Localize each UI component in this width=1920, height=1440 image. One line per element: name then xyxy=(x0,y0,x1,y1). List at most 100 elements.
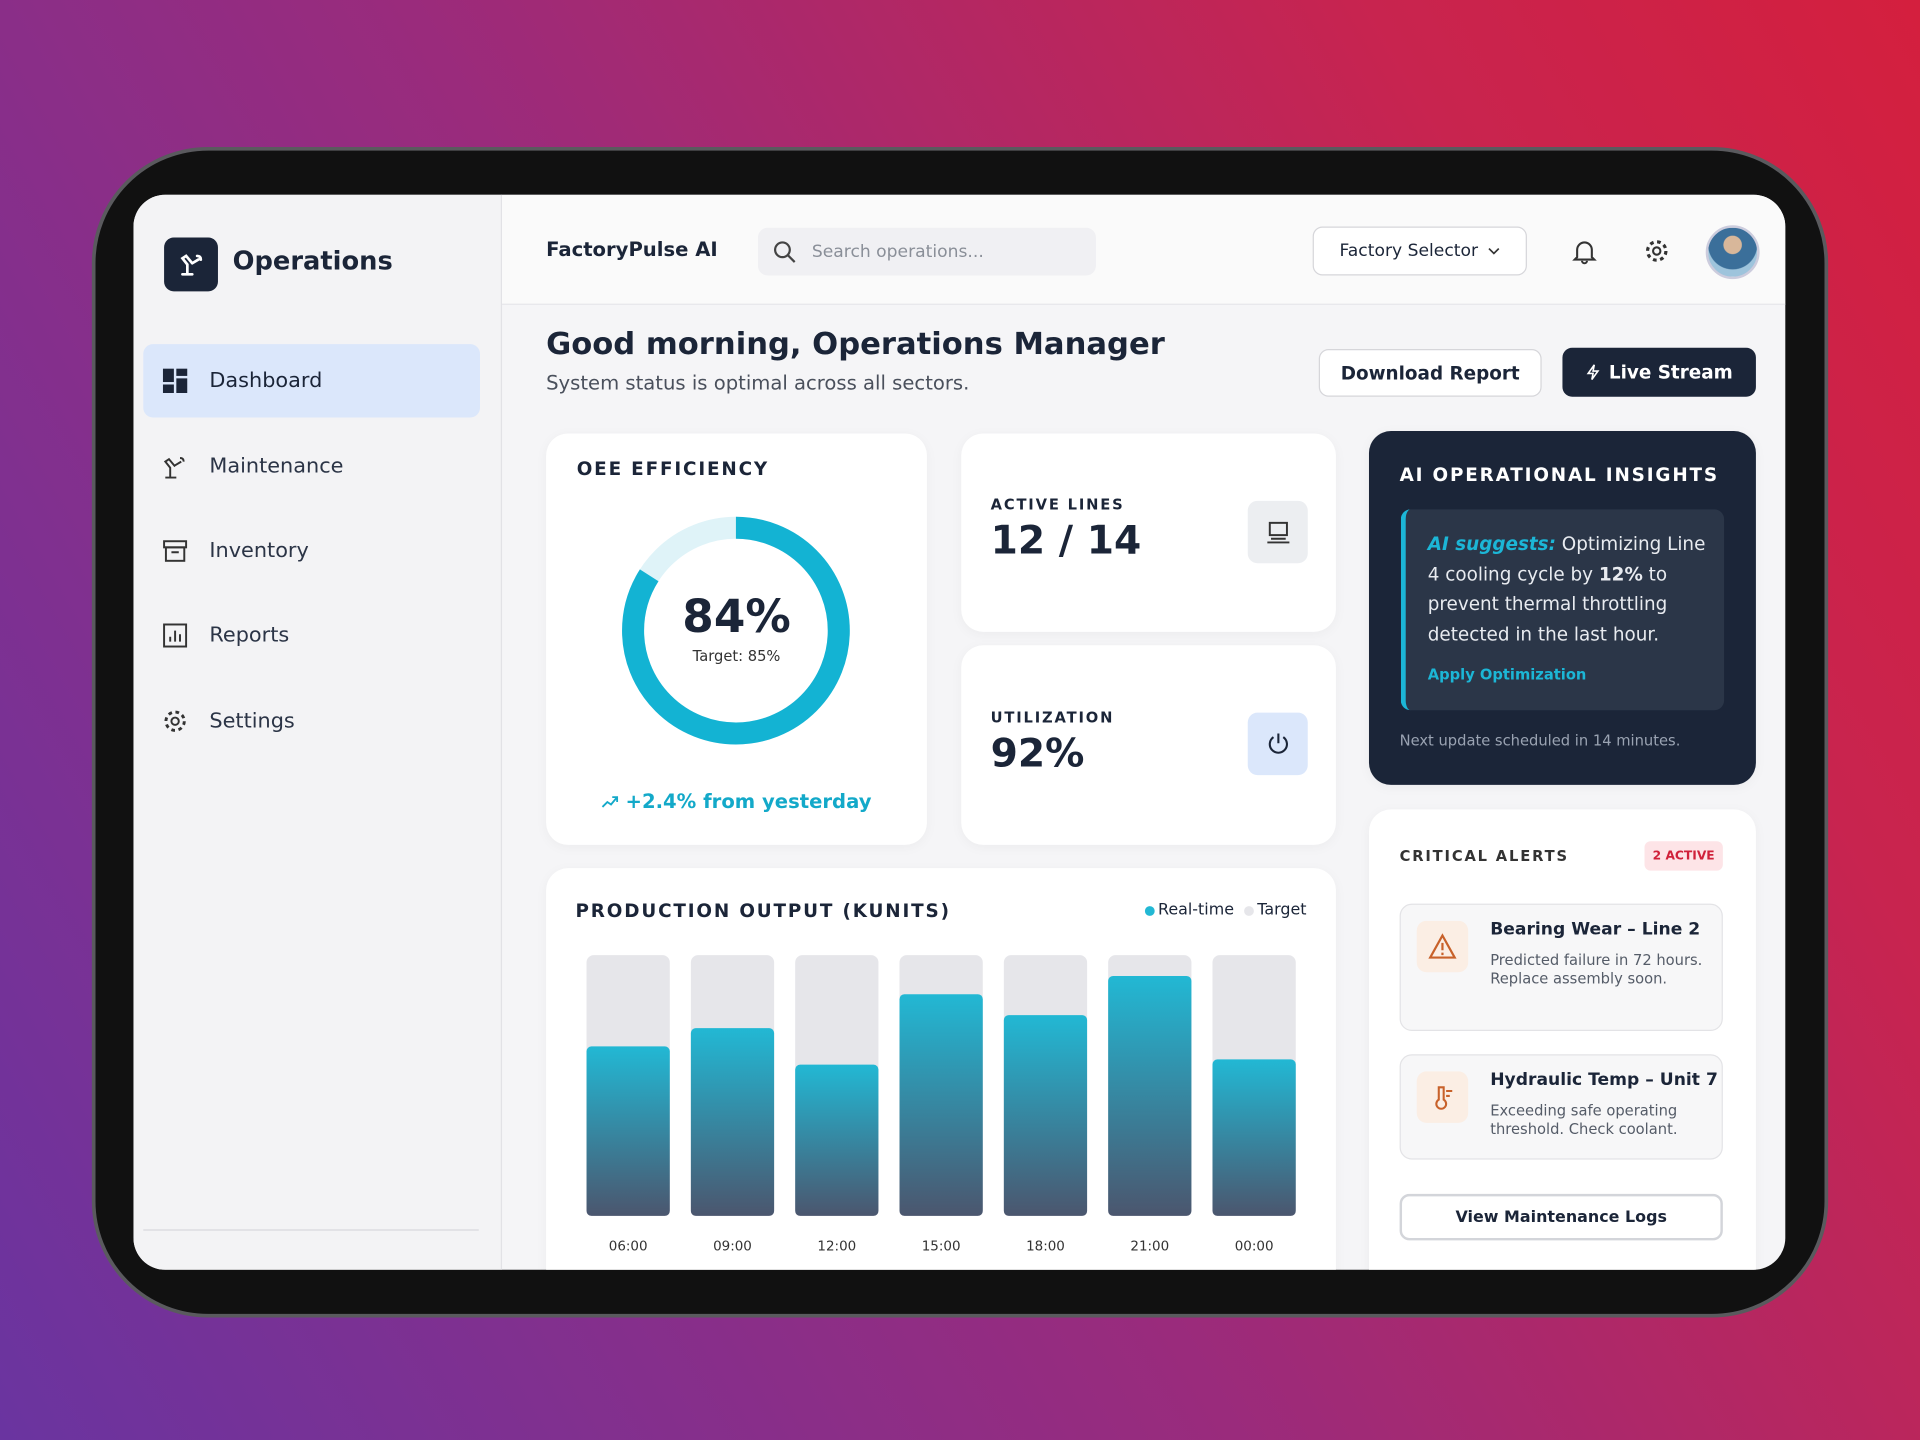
bar xyxy=(586,1046,670,1216)
nav-item[interactable]: Maintenance xyxy=(143,430,480,503)
live-stream-button[interactable]: Live Stream xyxy=(1562,347,1756,397)
alert-title: Hydraulic Temp – Unit 7 xyxy=(1490,1070,1718,1090)
card-label: OEE EFFICIENCY xyxy=(576,457,770,480)
legend-dot xyxy=(1144,905,1155,916)
logo xyxy=(164,237,218,292)
alert-item[interactable]: Bearing Wear – Line 2 Predicted failure … xyxy=(1399,903,1723,1032)
nav-item[interactable]: Dashboard xyxy=(143,344,480,418)
x-tick-label: 06:00 xyxy=(609,1240,648,1255)
alert-icon xyxy=(1416,1071,1469,1123)
nav-item[interactable]: Reports xyxy=(143,599,480,672)
nav-label: Dashboard xyxy=(209,368,323,394)
bell-icon[interactable] xyxy=(1571,238,1598,265)
insight-text: AI suggests: Optimizing Line 4 cooling c… xyxy=(1428,529,1710,649)
insight-part: 12% xyxy=(1598,562,1643,585)
active-lines-card: ACTIVE LINES 12 / 14 xyxy=(961,433,1336,632)
search-box[interactable]: Search operations... xyxy=(757,227,1096,276)
chevron xyxy=(1488,247,1500,255)
card-value: 12 / 14 xyxy=(990,516,1142,564)
apply-link[interactable]: Apply Optimization xyxy=(1427,666,1587,684)
button-label: Download Report xyxy=(1340,361,1520,384)
maintenance-logs-button[interactable]: View Maintenance Logs xyxy=(1399,1193,1723,1241)
nav-label: Maintenance xyxy=(209,454,344,479)
alert-text: Exceeding safe operating threshold. Chec… xyxy=(1490,1102,1678,1138)
bar xyxy=(1003,1015,1088,1216)
card-label: UTILIZATION xyxy=(990,708,1115,727)
card-value: 92% xyxy=(990,729,1085,777)
alerts-title: CRITICAL ALERTS xyxy=(1399,847,1569,865)
x-tick-label: 21:00 xyxy=(1130,1240,1169,1255)
production-chart: 06:00 09:00 12:00 15:00 18:00 21:00 00:00 xyxy=(586,955,1296,1255)
x-tick-label: 15:00 xyxy=(922,1240,961,1255)
legend: Real-time Target xyxy=(1144,901,1307,920)
power-icon xyxy=(1268,732,1288,754)
greeting-title: Good morning, Operations Manager xyxy=(546,325,1165,362)
production-card: PRODUCTION OUTPUT (KUNITS) Real-time Targ… xyxy=(546,868,1336,1270)
legend-label: Target xyxy=(1257,901,1307,920)
machine-icon xyxy=(1266,521,1289,543)
screen: Operations Dashboard Maintenance Invento… xyxy=(133,194,1786,1270)
oee-value: 84% xyxy=(682,590,791,643)
button-label: View Maintenance Logs xyxy=(1455,1207,1667,1227)
oee-trend: +2.4% from yesterday xyxy=(546,790,927,813)
insight-part: Optimizing Line 4 cooling cycle by xyxy=(1427,532,1706,585)
x-tick-label: 18:00 xyxy=(1026,1240,1065,1255)
gauge-arc xyxy=(622,516,850,745)
alert-item[interactable]: Hydraulic Temp – Unit 7 Exceeding safe o… xyxy=(1399,1054,1723,1160)
oee-target: Target: 85% xyxy=(692,647,781,665)
trend-icon xyxy=(602,796,619,808)
divider xyxy=(143,1229,479,1231)
x-tick-label: 00:00 xyxy=(1235,1240,1274,1255)
nav-label: Settings xyxy=(209,708,295,734)
bolt-icon xyxy=(1586,364,1600,381)
sidebar-title: Operations xyxy=(232,246,393,276)
insight-prefix: AI suggests: xyxy=(1427,532,1556,555)
legend-dot xyxy=(1243,905,1254,916)
card-label: ACTIVE LINES xyxy=(990,495,1125,514)
brand: FactoryPulse AI xyxy=(546,237,718,261)
insights-card: AI OPERATIONAL INSIGHTS AI suggests: Opt… xyxy=(1368,431,1756,785)
search-placeholder: Search operations... xyxy=(811,241,984,262)
icon-box xyxy=(1247,500,1308,564)
nav-item[interactable]: Inventory xyxy=(143,514,480,587)
bar xyxy=(899,994,983,1216)
nav-label: Inventory xyxy=(209,538,309,564)
utilization-card: UTILIZATION 92% xyxy=(961,645,1336,845)
button-label: Live Stream xyxy=(1608,361,1733,384)
download-button[interactable]: Download Report xyxy=(1318,348,1542,397)
alert-title: Bearing Wear – Line 2 xyxy=(1490,919,1701,940)
chart-title: PRODUCTION OUTPUT (KUNITS) xyxy=(575,900,951,923)
alerts-card: CRITICAL ALERTS 2 ACTIVE Bearing Wear – … xyxy=(1368,809,1756,1270)
warning-icon xyxy=(1428,933,1457,959)
nav-item[interactable]: Settings xyxy=(143,684,480,757)
nav-icon xyxy=(162,368,188,394)
settings-icon[interactable] xyxy=(1643,238,1670,265)
trend-text: +2.4% from yesterday xyxy=(625,789,872,814)
insights-title: AI OPERATIONAL INSIGHTS xyxy=(1399,464,1719,487)
greeting-subtitle: System status is optimal across all sect… xyxy=(546,371,970,395)
bar xyxy=(690,1028,775,1216)
alerts-badge: 2 ACTIVE xyxy=(1644,841,1723,871)
x-tick-label: 12:00 xyxy=(817,1240,856,1255)
icon-box xyxy=(1247,712,1308,776)
insight-box: AI suggests: Optimizing Line 4 cooling c… xyxy=(1400,509,1725,711)
insights-footer: Next update scheduled in 14 minutes. xyxy=(1399,732,1681,750)
thermometer-icon xyxy=(1435,1086,1453,1110)
legend-label: Real-time xyxy=(1157,901,1235,920)
bar xyxy=(795,1064,879,1216)
oee-gauge xyxy=(622,516,850,745)
bar xyxy=(1108,975,1192,1216)
nav-label: Reports xyxy=(209,623,290,648)
search-icon xyxy=(774,240,796,263)
selector-label: Factory Selector xyxy=(1339,241,1479,261)
oee-card: OEE EFFICIENCY 84% Target: 85% +2.4% fro… xyxy=(546,433,927,845)
nav-icon xyxy=(163,623,188,648)
avatar[interactable] xyxy=(1705,225,1760,280)
alert-icon xyxy=(1416,920,1469,973)
x-tick-label: 09:00 xyxy=(713,1240,752,1255)
factory-selector[interactable]: Factory Selector xyxy=(1312,226,1527,276)
nav-icon xyxy=(163,540,188,562)
nav-icon xyxy=(163,456,185,479)
